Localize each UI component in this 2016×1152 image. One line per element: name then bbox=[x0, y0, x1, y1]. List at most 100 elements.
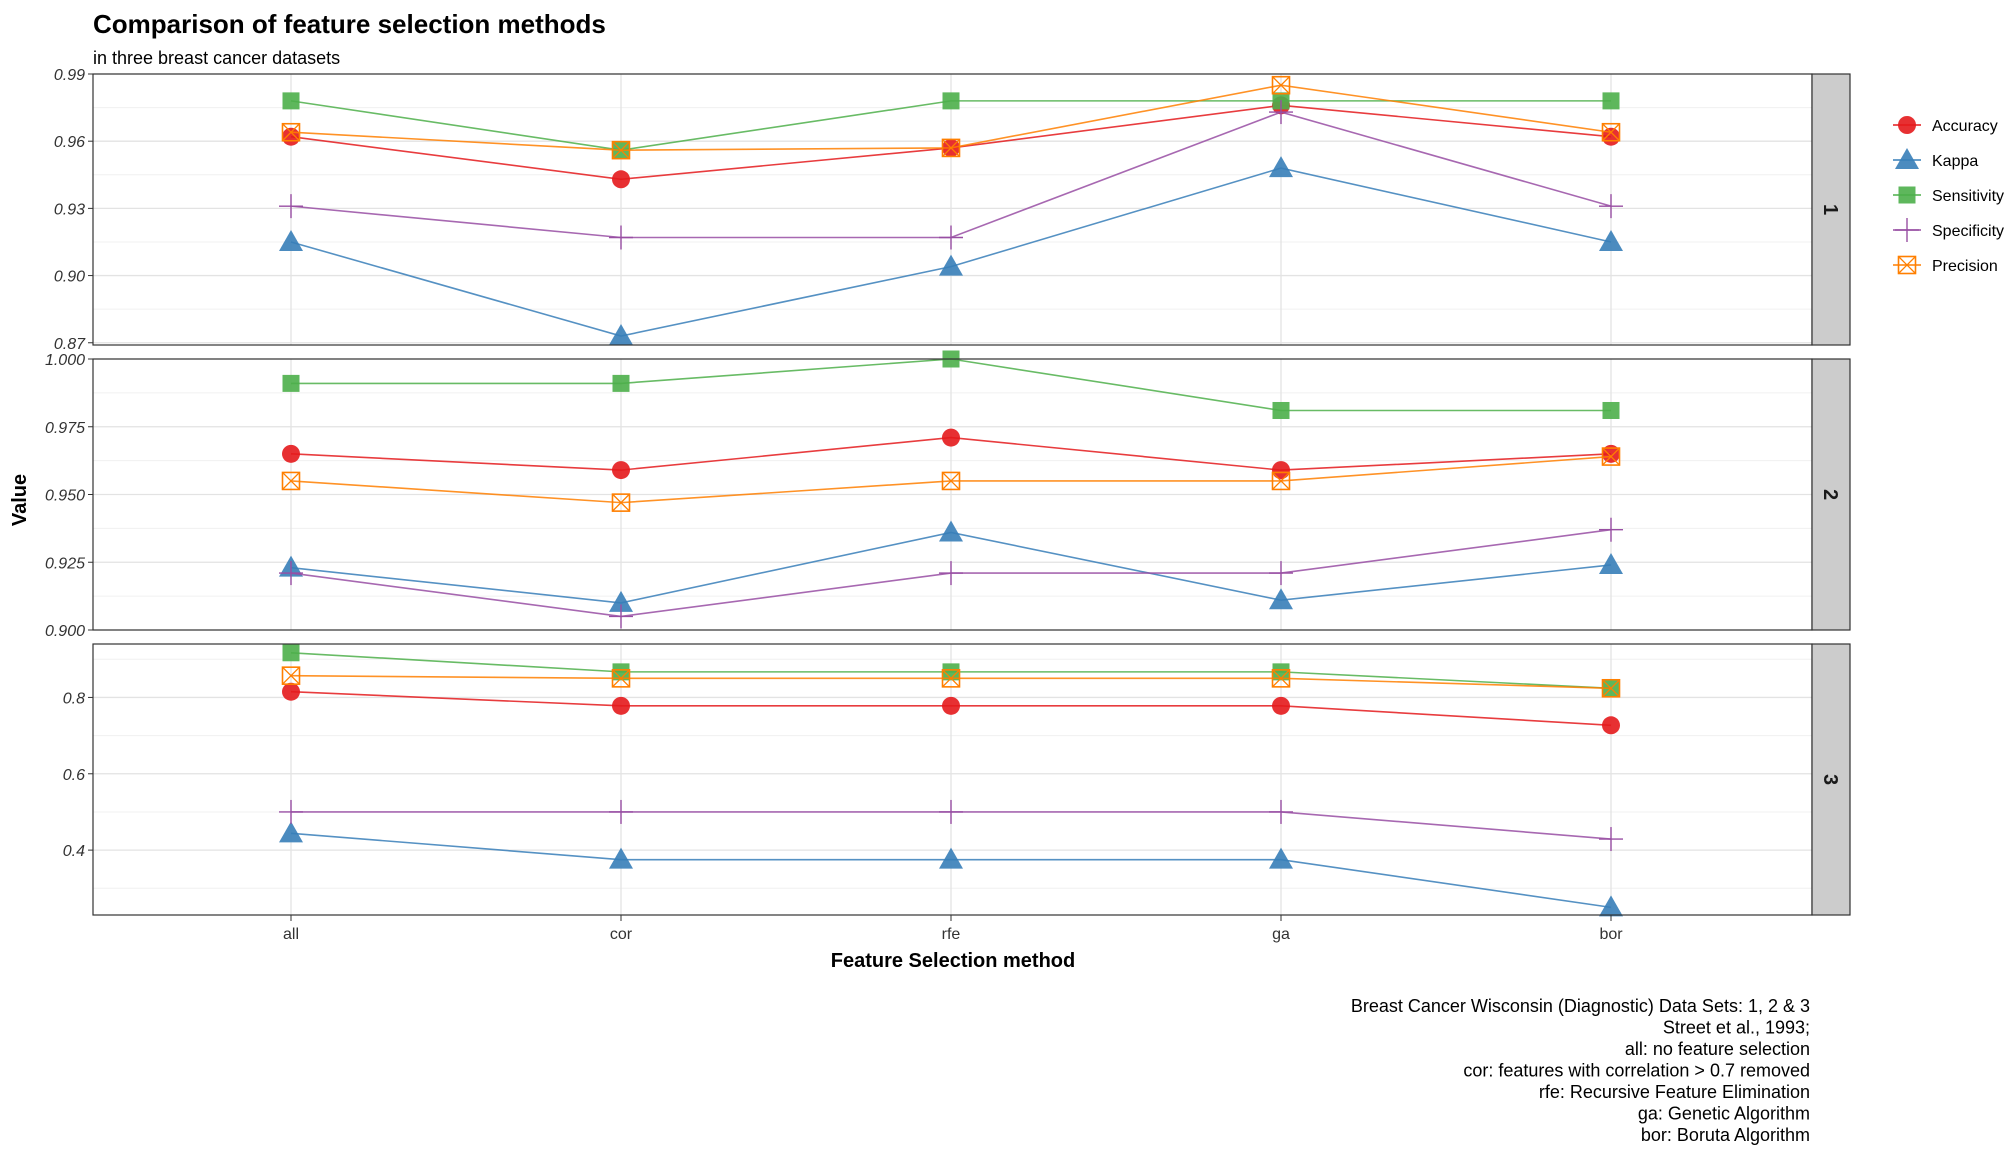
caption-line: bor: Boruta Algorithm bbox=[1641, 1125, 1810, 1145]
point-precision-cor bbox=[611, 669, 631, 688]
point-specificity-ga bbox=[1269, 799, 1293, 824]
point-accuracy-all bbox=[282, 682, 300, 701]
legend-item-sensitivity: Sensitivity bbox=[1893, 186, 2004, 205]
point-sensitivity-cor bbox=[612, 374, 630, 392]
point-specificity-bor bbox=[1599, 517, 1623, 542]
point-specificity-cor bbox=[609, 604, 633, 629]
x-axis-title: Feature Selection method bbox=[831, 950, 1076, 972]
point-sensitivity-bor bbox=[1602, 92, 1620, 110]
caption-line: cor: features with correlation > 0.7 rem… bbox=[1463, 1061, 1810, 1081]
point-kappa-ga bbox=[1269, 588, 1293, 610]
caption-line: rfe: Recursive Feature Elimination bbox=[1539, 1082, 1810, 1102]
point-kappa-bor bbox=[1599, 229, 1623, 251]
point-sensitivity-ga bbox=[1272, 663, 1290, 681]
point-kappa-ga bbox=[1269, 847, 1293, 869]
facet-strip bbox=[1811, 643, 1851, 916]
point-specificity-cor bbox=[609, 799, 633, 824]
caption: Breast Cancer Wisconsin (Diagnostic) Dat… bbox=[1351, 996, 1810, 1145]
x-tick-label-ga: ga bbox=[1272, 926, 1290, 943]
legend-item-specificity: Specificity bbox=[1893, 218, 2004, 242]
point-precision-all bbox=[281, 122, 301, 142]
point-kappa-all bbox=[279, 229, 303, 251]
point-kappa-ga bbox=[1269, 156, 1293, 178]
facet-strip bbox=[1811, 73, 1851, 346]
point-specificity-all bbox=[279, 561, 303, 586]
point-specificity-all bbox=[279, 799, 303, 824]
point-kappa-rfe bbox=[939, 254, 963, 276]
y-tick-label: 0.925 bbox=[45, 555, 85, 572]
point-precision-rfe bbox=[941, 138, 961, 158]
point-accuracy-ga bbox=[1272, 461, 1290, 480]
point-specificity-ga bbox=[1269, 561, 1293, 586]
point-accuracy-bor bbox=[1602, 716, 1620, 735]
series-accuracy bbox=[282, 428, 1620, 480]
x-tick-label-bor: bor bbox=[1599, 926, 1623, 943]
y-tick-label: 0.8 bbox=[63, 690, 85, 707]
point-sensitivity-ga bbox=[1272, 401, 1290, 419]
legend-key-accuracy bbox=[1898, 116, 1916, 134]
y-tick-label: 0.975 bbox=[45, 420, 85, 437]
point-precision-bor bbox=[1601, 122, 1621, 142]
point-specificity-all bbox=[279, 194, 303, 219]
point-precision-rfe bbox=[941, 471, 961, 491]
legend-label-sensitivity: Sensitivity bbox=[1932, 188, 2004, 205]
point-kappa-cor bbox=[609, 324, 633, 346]
series-sensitivity bbox=[282, 644, 1620, 697]
point-precision-rfe bbox=[941, 669, 961, 688]
legend-item-kappa: Kappa bbox=[1893, 148, 1978, 170]
facet-strip bbox=[1811, 358, 1851, 631]
point-accuracy-cor bbox=[612, 170, 630, 189]
point-accuracy-ga bbox=[1272, 696, 1290, 715]
series-accuracy bbox=[282, 682, 1620, 735]
x-tick-label-rfe: rfe bbox=[942, 926, 961, 943]
series-kappa bbox=[279, 520, 1623, 612]
point-specificity-cor bbox=[609, 225, 633, 250]
legend-item-precision: Precision bbox=[1893, 255, 1998, 275]
legend-label-specificity: Specificity bbox=[1932, 223, 2004, 240]
point-specificity-ga bbox=[1269, 100, 1293, 125]
facet-strip-label: 1 bbox=[1819, 204, 1841, 215]
caption-line: Street et al., 1993; bbox=[1663, 1018, 1810, 1038]
point-kappa-bor bbox=[1599, 552, 1623, 574]
series-precision bbox=[281, 666, 1621, 698]
series-specificity bbox=[279, 799, 1623, 852]
y-tick-label: 0.93 bbox=[54, 201, 85, 218]
series-kappa bbox=[279, 156, 1623, 346]
point-kappa-rfe bbox=[939, 847, 963, 869]
legend-item-accuracy: Accuracy bbox=[1893, 116, 1998, 135]
point-sensitivity-all bbox=[282, 92, 300, 110]
x-tick-label-all: all bbox=[283, 926, 299, 943]
chart-title: Comparison of feature selection methods bbox=[93, 9, 606, 39]
y-tick-label: 0.96 bbox=[54, 134, 85, 151]
chart-subtitle: in three breast cancer datasets bbox=[93, 48, 340, 68]
point-accuracy-cor bbox=[612, 696, 630, 715]
point-kappa-bor bbox=[1599, 895, 1623, 917]
point-sensitivity-rfe bbox=[942, 92, 960, 110]
legend-key-precision bbox=[1897, 255, 1917, 275]
y-tick-label: 0.90 bbox=[54, 269, 85, 286]
point-sensitivity-all bbox=[282, 374, 300, 392]
point-specificity-bor bbox=[1599, 194, 1623, 219]
legend: Accuracy Kappa Sensitivity Specificity Preci… bbox=[1893, 116, 2004, 275]
point-specificity-rfe bbox=[939, 561, 963, 586]
point-precision-bor bbox=[1601, 447, 1621, 466]
point-accuracy-all bbox=[282, 444, 300, 463]
point-precision-ga bbox=[1271, 75, 1291, 95]
caption-line: all: no feature selection bbox=[1625, 1039, 1810, 1059]
point-kappa-all bbox=[279, 821, 303, 843]
panel-3: 0.4 0.6 0.8 3 bbox=[63, 643, 1851, 917]
point-precision-ga bbox=[1271, 471, 1291, 491]
point-specificity-bor bbox=[1599, 827, 1623, 852]
y-tick-label: 0.950 bbox=[45, 488, 85, 505]
y-tick-label: 0.4 bbox=[63, 843, 85, 860]
series-kappa bbox=[279, 821, 1623, 917]
point-kappa-cor bbox=[609, 590, 633, 612]
caption-line: Breast Cancer Wisconsin (Diagnostic) Dat… bbox=[1351, 996, 1810, 1016]
point-precision-all bbox=[281, 666, 301, 685]
x-axis: all cor rfe ga bor bbox=[283, 915, 1623, 943]
point-sensitivity-cor bbox=[612, 663, 630, 681]
facet-strip-label: 3 bbox=[1819, 774, 1841, 785]
y-tick-label: 0.87 bbox=[54, 336, 86, 353]
y-tick-label: 0.99 bbox=[54, 67, 85, 84]
legend-label-kappa: Kappa bbox=[1932, 153, 1978, 170]
